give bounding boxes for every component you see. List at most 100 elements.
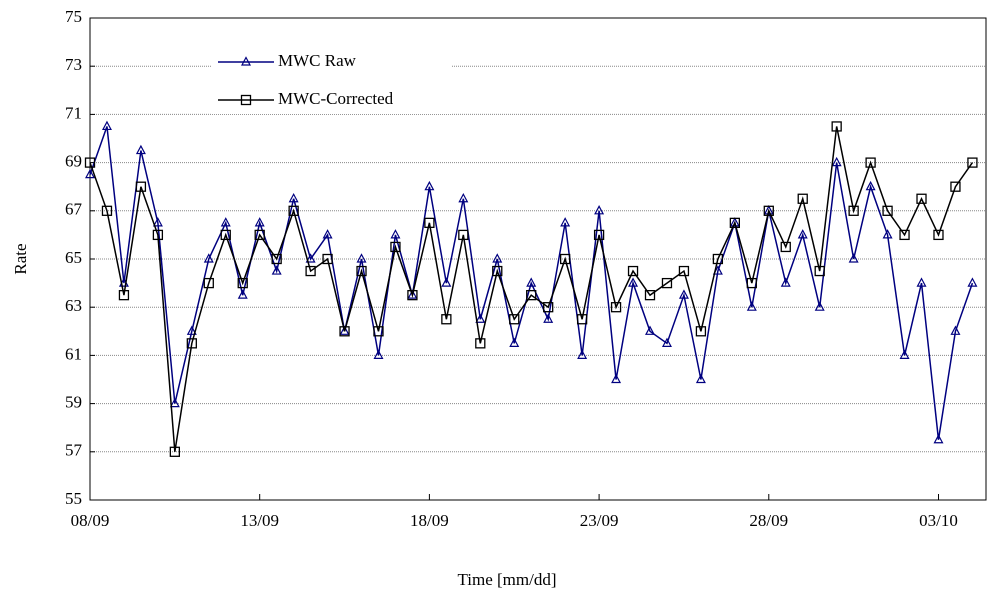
legend-marker [241, 56, 251, 66]
marker [916, 277, 927, 287]
marker [356, 265, 367, 277]
marker [458, 229, 469, 241]
marker [424, 180, 435, 191]
marker [814, 301, 825, 311]
y-axis-title: Rate [11, 243, 30, 274]
marker [729, 217, 740, 227]
marker [712, 253, 724, 265]
marker [101, 120, 112, 131]
marker [441, 277, 452, 287]
marker [950, 181, 961, 192]
y-tick-label: 65 [65, 248, 82, 267]
marker [271, 253, 282, 265]
marker [933, 229, 944, 241]
series-line [89, 126, 974, 440]
marker [729, 217, 740, 229]
marker [373, 326, 384, 337]
marker [797, 193, 808, 204]
marker [339, 326, 350, 337]
marker [593, 229, 605, 241]
plot-frame [89, 17, 987, 501]
marker [933, 433, 944, 444]
marker [169, 446, 180, 457]
series-line [89, 126, 974, 452]
x-axis-title: Time [mm/dd] [457, 570, 556, 589]
marker [695, 373, 706, 384]
marker [560, 217, 571, 227]
marker [695, 326, 707, 337]
marker [288, 205, 299, 216]
marker [645, 325, 655, 335]
marker [186, 338, 197, 349]
marker [967, 277, 978, 287]
marker [424, 217, 435, 229]
y-tick-label: 55 [65, 489, 82, 508]
y-tick-label: 71 [65, 103, 82, 122]
marker [526, 277, 537, 287]
y-tick-label: 63 [65, 296, 82, 315]
marker [577, 349, 588, 359]
marker [763, 205, 774, 216]
marker [644, 289, 656, 301]
marker [967, 157, 978, 168]
x-tick-label: 08/09 [71, 511, 110, 530]
marker [407, 289, 418, 301]
marker [203, 277, 214, 289]
legend-marker [240, 94, 252, 106]
marker [865, 180, 876, 191]
legend-label: MWC Raw [278, 51, 357, 70]
marker [882, 229, 893, 239]
marker [543, 302, 554, 313]
marker [203, 253, 214, 263]
marker [882, 205, 893, 216]
marker [780, 277, 791, 287]
marker [322, 229, 333, 239]
x-tick-label: 23/09 [580, 511, 619, 530]
marker [780, 241, 791, 253]
marker [865, 157, 876, 168]
marker [373, 349, 384, 359]
marker [407, 289, 418, 299]
marker [85, 168, 95, 179]
marker [220, 229, 231, 241]
x-tick-label: 18/09 [410, 511, 449, 530]
marker [610, 302, 622, 313]
marker [135, 144, 146, 155]
marker [271, 265, 282, 275]
marker [627, 265, 639, 277]
marker [475, 338, 486, 349]
y-tick-label: 69 [65, 152, 82, 171]
marker [560, 253, 571, 265]
y-tick-label: 57 [65, 441, 83, 460]
marker [475, 313, 486, 323]
marker [135, 181, 147, 192]
marker [390, 241, 401, 253]
marker [356, 253, 367, 263]
marker [746, 301, 757, 311]
marker [237, 289, 248, 299]
marker [305, 265, 316, 277]
marker [526, 289, 537, 301]
marker [848, 253, 859, 263]
marker [678, 289, 689, 299]
marker [661, 277, 673, 289]
marker [543, 313, 554, 323]
marker [84, 157, 96, 168]
y-tick-label: 59 [65, 393, 82, 412]
marker [594, 205, 605, 215]
marker [916, 193, 927, 204]
marker [339, 325, 350, 335]
marker [152, 229, 164, 241]
marker [831, 156, 842, 167]
marker [220, 217, 231, 227]
marker [390, 229, 401, 239]
marker [797, 229, 808, 239]
y-tick-label: 61 [65, 344, 82, 363]
marker [899, 229, 910, 241]
marker [831, 121, 842, 132]
marker [458, 192, 469, 203]
x-tick-label: 13/09 [240, 511, 279, 530]
marker [628, 277, 639, 287]
